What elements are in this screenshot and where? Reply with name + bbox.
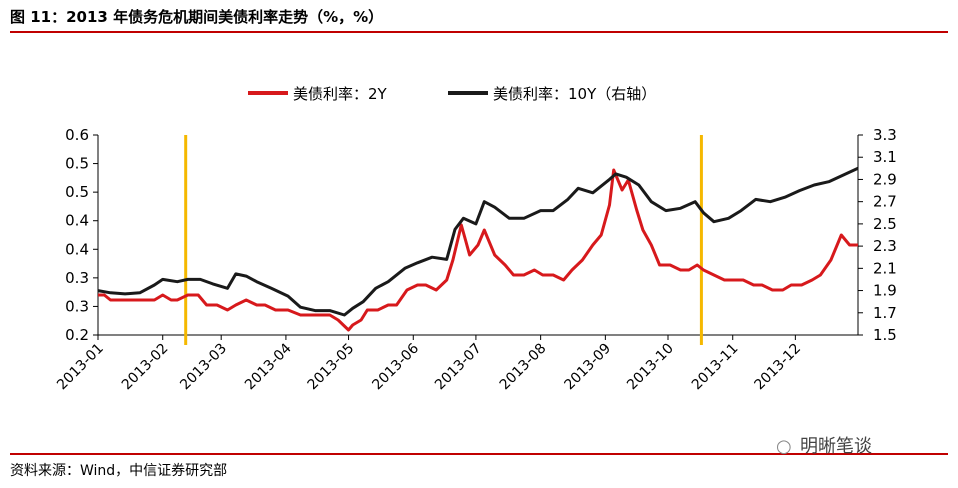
x-tick-label: 2013-06 [369, 340, 422, 393]
left-tick-label: 0.3 [65, 269, 89, 287]
x-tick-label: 2013-05 [305, 341, 358, 394]
x-tick-label: 2013-01 [54, 341, 107, 394]
right-tick-label: 2.7 [873, 193, 897, 211]
legend-label-10y: 美债利率：10Y（右轴） [493, 85, 656, 103]
right-tick-label: 1.7 [873, 304, 897, 322]
right-tick-label: 1.9 [873, 282, 897, 300]
right-tick-label: 3.3 [873, 126, 897, 144]
x-tick-label: 2013-04 [242, 340, 295, 393]
axes: 0.2 0.3 0.3 0.4 0.4 0.5 0.5 0.6 1.5 1.7 1.9 2.1 2.3 2… [54, 126, 897, 393]
right-tick-label: 2.1 [873, 259, 897, 277]
x-tick-label: 2013-02 [119, 341, 172, 394]
legend: 美债利率：2Y 美债利率：10Y（右轴） [248, 85, 656, 103]
right-tick-label: 2.3 [873, 237, 897, 255]
left-tick-label: 0.3 [65, 297, 89, 315]
left-tick-label: 0.4 [65, 240, 89, 258]
vertical-markers [184, 135, 703, 345]
bottom-rule [10, 453, 948, 455]
x-tick-label: 2013-12 [752, 341, 805, 394]
legend-label-2y: 美债利率：2Y [293, 85, 388, 103]
right-tick-label: 1.5 [873, 326, 897, 344]
right-tick-label: 2.9 [873, 170, 897, 188]
left-tick-label: 0.5 [65, 183, 89, 201]
wechat-icon: ○ [776, 436, 792, 457]
left-tick-label: 0.6 [65, 126, 89, 144]
right-tick-label: 2.5 [873, 215, 897, 233]
series-line-10y [97, 166, 859, 317]
source-note: 资料来源：Wind，中信证券研究部 [10, 463, 228, 479]
x-tick-label: 2013-03 [177, 341, 230, 394]
top-rule [10, 31, 948, 33]
left-tick-label: 0.4 [65, 212, 89, 230]
x-tick-label: 2013-09 [562, 341, 615, 394]
watermark: 明晰笔谈 [800, 436, 872, 457]
figure-title: 图 11：2013 年债务危机期间美债利率走势（%，%） [10, 8, 384, 26]
x-tick-label: 2013-10 [624, 341, 677, 394]
left-tick-label: 0.5 [65, 155, 89, 173]
right-tick-label: 3.1 [873, 148, 897, 166]
x-tick-label: 2013-08 [497, 341, 550, 394]
series-lines [97, 166, 859, 332]
left-tick-label: 0.2 [65, 326, 89, 344]
x-tick-label: 2013-07 [432, 341, 485, 394]
series-line-2y [98, 168, 858, 332]
x-tick-label: 2013-11 [689, 341, 742, 394]
